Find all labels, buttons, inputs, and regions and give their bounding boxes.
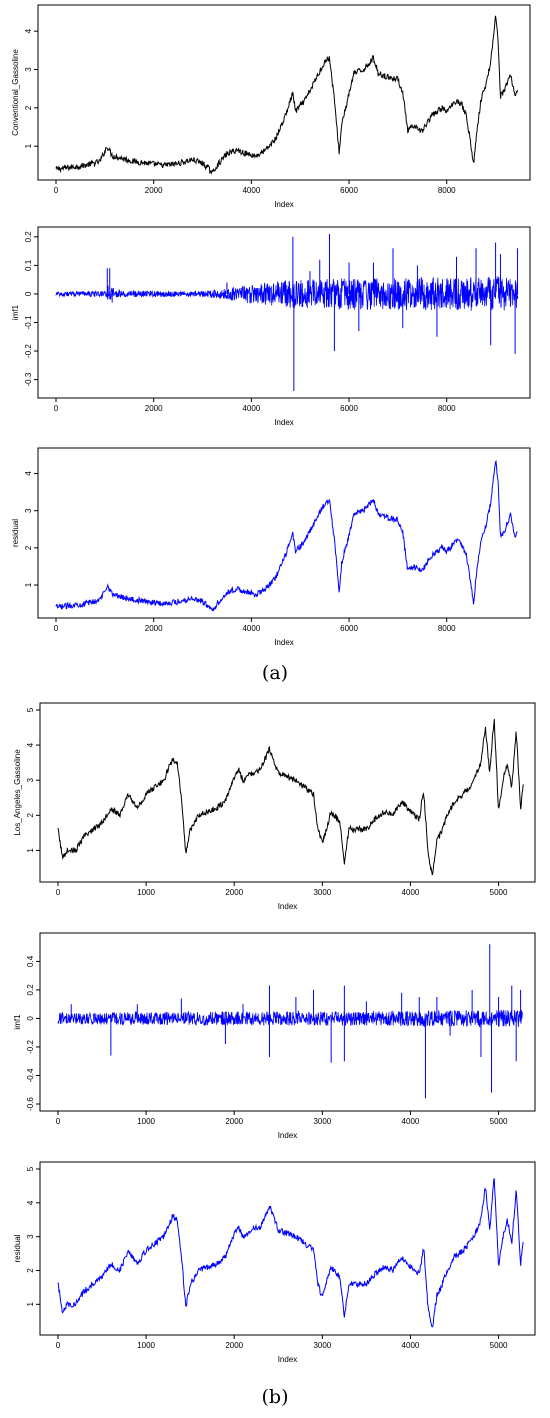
x-axis-label: Index [278,1355,298,1364]
y-tick-label: 4 [26,742,35,747]
panel-label-b: (b) [262,1386,289,1408]
y-tick-label: 3 [26,777,35,782]
y-axis-label: imf1 [11,304,20,320]
y-tick-label: 1 [26,848,35,853]
series-line [57,1178,524,1328]
y-axis-label: Los_Angeles_Gassoline [13,749,22,836]
panel-label-a: (a) [262,662,288,684]
x-axis-label: Index [278,902,298,911]
chart-5: 0 1000 2000 3000 4000 5000 -0.6 -0.4 -0.2 0 0.2 0.4… [13,932,536,1140]
y-axis-label: residual [11,519,20,547]
y-tick-label: -0.6 [26,1097,35,1111]
x-tick-label: 0 [56,888,61,897]
x-tick-label: 1000 [137,1341,155,1350]
x-tick-label: 2000 [225,1117,243,1126]
x-tick-label: 3000 [313,888,331,897]
y-tick-label: 1 [26,1302,35,1307]
x-axis-label: Index [274,638,294,647]
x-tick-label: 5000 [490,1117,508,1126]
series-line [57,718,524,876]
x-tick-label: 2000 [145,186,163,195]
series-line [57,1009,524,1028]
x-tick-label: 0 [54,186,59,195]
x-tick-label: 4000 [242,404,260,413]
y-tick-label: 4 [24,28,33,33]
x-tick-label: 4000 [402,1117,420,1126]
series-line [55,459,518,612]
x-tick-label: 1000 [137,1117,155,1126]
x-tick-label: 1000 [137,888,155,897]
y-tick-label: 2 [24,545,33,550]
plot-frame [37,447,531,619]
plot-frame [39,702,536,883]
y-tick-label: 1 [24,143,33,148]
y-axis-label: Conventional_Gassoline [11,49,20,136]
y-tick-label: 3 [24,508,33,513]
series-line [55,276,519,311]
y-tick-label: 2 [24,105,33,110]
x-tick-label: 8000 [438,404,456,413]
y-axis-label: imf1 [13,1014,22,1030]
x-tick-label: 2000 [145,624,163,633]
y-tick-label: 0 [24,291,33,296]
x-tick-label: 2000 [225,1341,243,1350]
chart-4: 0 1000 2000 3000 4000 5000 1 2 3 4 5 Index Los_Angel… [13,702,536,911]
x-tick-label: 0 [56,1117,61,1126]
x-tick-label: 5000 [490,888,508,897]
x-axis-label: Index [274,200,294,209]
y-tick-label: 2 [26,813,35,818]
x-tick-label: 4000 [402,888,420,897]
y-tick-label: 0 [26,1016,35,1021]
y-tick-label: 0.2 [26,984,35,996]
y-tick-label: 4 [26,1200,35,1205]
chart-1: 0 2000 4000 6000 8000 1 2 3 4 Index Conventional_G… [11,4,531,209]
y-tick-label: 3 [24,67,33,72]
plot-frame [37,226,531,399]
x-tick-label: 2000 [145,404,163,413]
x-tick-label: 6000 [340,624,358,633]
x-tick-label: 0 [56,1341,61,1350]
x-tick-label: 6000 [340,186,358,195]
chart-6: 0 1000 2000 3000 4000 5000 1 2 3 4 5 Index residual [13,1161,536,1364]
plot-frame [39,1161,536,1336]
chart-2: 0 2000 4000 6000 8000 -0.3 -0.2 -0.1 0 0.1 0.2 Inde… [11,226,531,427]
y-tick-label: 3 [26,1234,35,1239]
y-tick-label: 5 [26,1166,35,1171]
x-tick-label: 8000 [438,186,456,195]
plot-frame [39,932,536,1112]
plot-frame [37,4,531,181]
y-tick-label: 2 [26,1268,35,1273]
x-tick-label: 2000 [225,888,243,897]
y-axis-label: residual [13,1234,22,1262]
x-tick-label: 4000 [402,1341,420,1350]
y-tick-label: 0.2 [24,231,33,243]
x-tick-label: 4000 [242,624,260,633]
y-tick-label: 5 [26,707,35,712]
y-tick-label: -0.3 [24,372,33,386]
chart-3: 0 2000 4000 6000 8000 1 2 3 4 Index residual [11,447,531,647]
x-tick-label: 0 [54,404,59,413]
x-tick-label: 5000 [490,1341,508,1350]
y-tick-label: 1 [24,582,33,587]
y-tick-label: 0.4 [26,955,35,967]
x-tick-label: 0 [54,624,59,633]
y-tick-label: -0.2 [26,1040,35,1054]
x-tick-label: 6000 [340,404,358,413]
y-tick-label: -0.2 [24,344,33,358]
x-tick-label: 4000 [242,186,260,195]
x-axis-label: Index [278,1131,298,1140]
x-axis-label: Index [274,418,294,427]
y-tick-label: -0.1 [24,315,33,329]
y-tick-label: -0.4 [26,1068,35,1082]
y-tick-label: 4 [24,471,33,476]
y-tick-label: 0.1 [24,259,33,271]
x-tick-label: 3000 [313,1341,331,1350]
series-line [55,15,519,175]
x-tick-label: 3000 [313,1117,331,1126]
x-tick-label: 8000 [438,624,456,633]
